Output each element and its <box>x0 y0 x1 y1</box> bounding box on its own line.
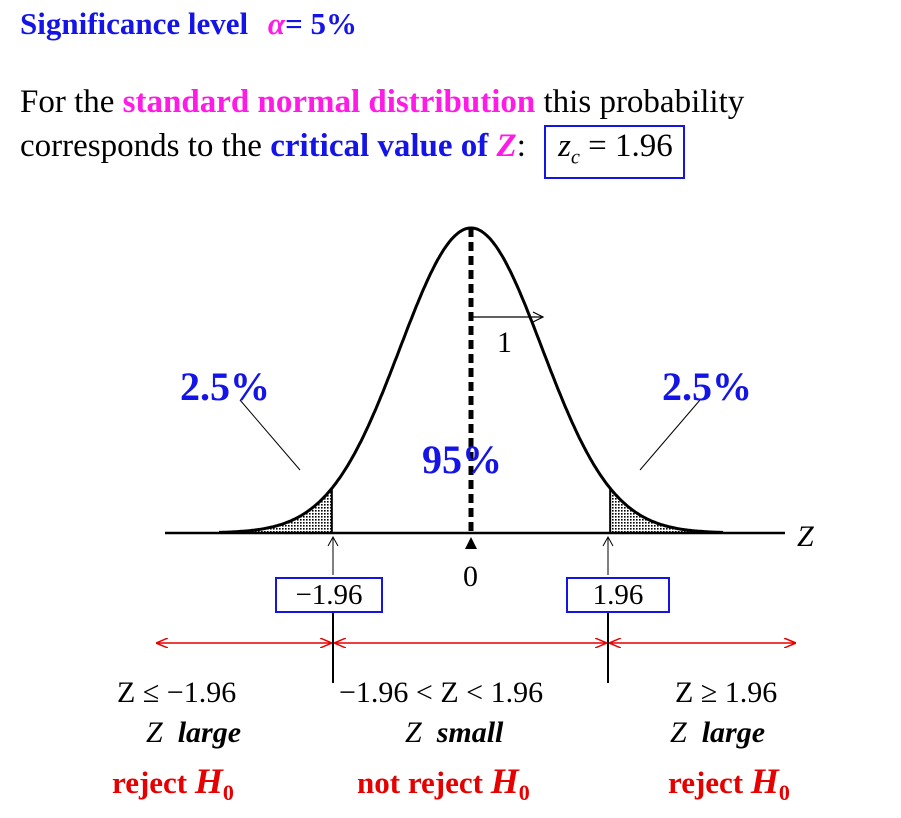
left-critical-box: −1.96 <box>275 577 383 613</box>
text-line-2-a: corresponds to the <box>20 128 271 164</box>
title-value: = 5% <box>285 6 357 41</box>
right-z: Z <box>670 716 687 749</box>
sd-arrowhead-icon <box>532 311 545 323</box>
right-h: H <box>750 761 779 801</box>
middle-size-word: small <box>436 716 504 749</box>
left-h-sub: 0 <box>222 780 234 806</box>
middle-h: H <box>490 761 519 801</box>
highlight-standard-normal: standard normal distribution <box>122 84 536 120</box>
left-size-word: large <box>177 716 242 749</box>
right-tail-percent: 2.5% <box>662 364 752 409</box>
highlight-critical-value: critical value of <box>270 128 497 164</box>
right-h-sub: 0 <box>778 780 790 806</box>
middle-h-sub: 0 <box>518 780 530 806</box>
left-region-decision: reject H0 <box>112 760 234 806</box>
zc-eq: = 1.96 <box>579 128 673 164</box>
alpha-symbol: α <box>267 6 286 41</box>
left-region-condition: Z ≤ −1.96 <box>117 676 237 709</box>
right-decision-text: reject <box>668 765 751 800</box>
right-up-arrowhead-icon <box>602 535 614 547</box>
zc-var: z <box>558 128 571 164</box>
left-z: Z <box>146 716 163 749</box>
right-pointer-line <box>639 399 701 471</box>
zero-marker-icon <box>465 537 477 549</box>
sd-label: 1 <box>497 326 512 359</box>
left-up-arrowhead-icon <box>327 535 339 547</box>
text-line-2: corresponds to the critical value of Z: … <box>20 125 685 179</box>
right-critical-box: 1.96 <box>566 577 670 613</box>
right-region-condition: Z ≥ 1.96 <box>675 676 778 709</box>
right-region-size: Z large <box>670 716 765 750</box>
right-region-decision: reject H0 <box>668 760 790 806</box>
left-pointer-line <box>239 399 301 471</box>
right-size-word: large <box>701 716 766 749</box>
text-line-1: For the standard normal distribution thi… <box>20 84 744 121</box>
middle-region-size: Z small <box>405 716 503 750</box>
left-tail-shading <box>219 489 332 533</box>
axis-label: Z <box>797 520 814 553</box>
page-title: Significance level α= 5% <box>20 6 357 42</box>
zc-sub: c <box>570 146 580 169</box>
middle-decision-text: not reject <box>357 765 491 800</box>
middle-region-decision: not reject H0 <box>357 760 530 806</box>
zc-box: zc = 1.96 <box>544 125 685 179</box>
right-tail-shading <box>610 488 723 533</box>
center-percent: 95% <box>422 437 502 482</box>
middle-z: Z <box>405 716 422 749</box>
left-h: H <box>194 761 223 801</box>
colon: : <box>516 128 526 164</box>
zero-label: 0 <box>463 560 478 593</box>
text-line-1-b: this probability <box>535 84 745 120</box>
left-decision-text: reject <box>112 765 195 800</box>
left-region-size: Z large <box>146 716 241 750</box>
title-prefix: Significance level <box>20 6 249 41</box>
middle-region-condition: −1.96 < Z < 1.96 <box>339 676 544 709</box>
left-tail-percent: 2.5% <box>180 364 270 409</box>
text-line-1-a: For the <box>20 84 123 120</box>
highlight-z: Z <box>496 128 517 164</box>
